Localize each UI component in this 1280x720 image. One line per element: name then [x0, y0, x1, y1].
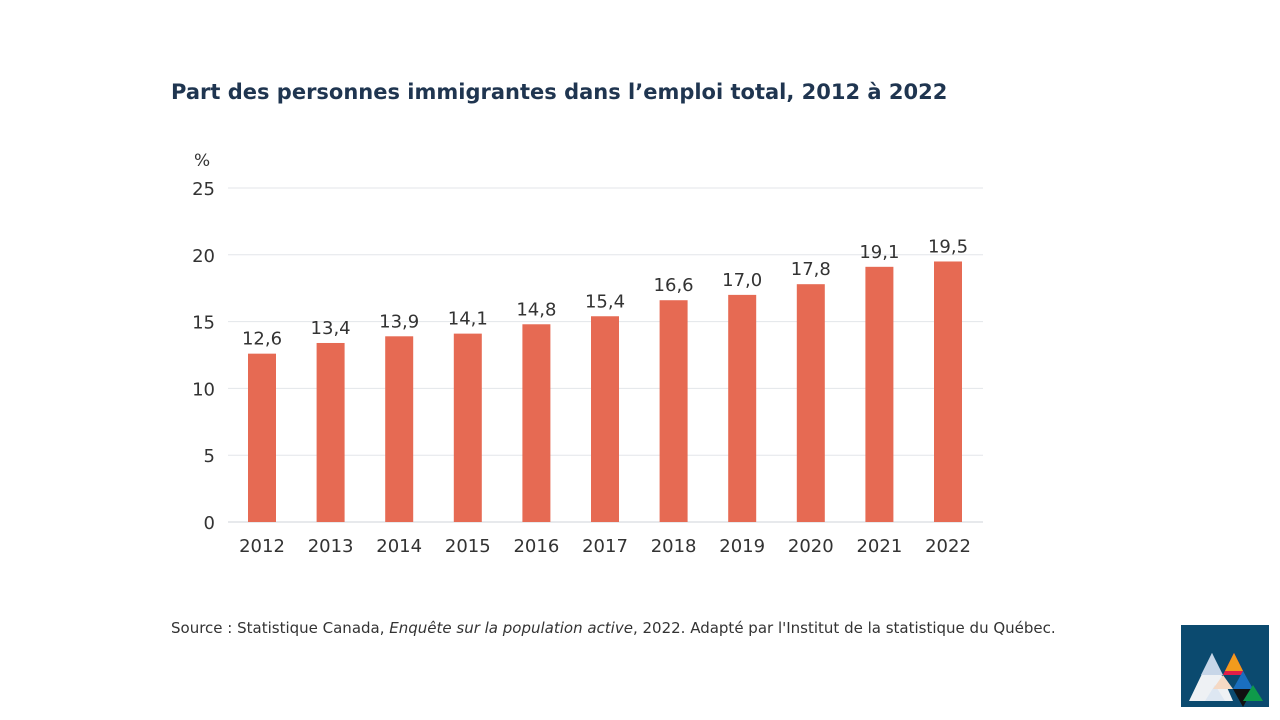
x-tick-label: 2013 — [308, 536, 354, 557]
y-axis-unit: % — [194, 151, 210, 171]
data-label: 19,5 — [928, 236, 968, 257]
y-tick-label: 25 — [192, 179, 215, 200]
y-tick-label: 20 — [192, 246, 215, 267]
x-tick-label: 2017 — [582, 536, 628, 557]
institut-statistique-quebec-logo — [1181, 625, 1269, 707]
data-label: 12,6 — [242, 329, 282, 350]
bar — [728, 294, 757, 522]
x-tick-label: 2019 — [719, 536, 765, 557]
chart-title: Part des personnes immigrantes dans l’em… — [171, 80, 948, 104]
source-note: Source : Statistique Canada, Enquête sur… — [171, 619, 1056, 637]
source-survey: Enquête sur la population active — [389, 619, 633, 637]
x-tick-label: 2020 — [788, 536, 834, 557]
x-tick-label: 2016 — [513, 536, 559, 557]
data-label: 19,1 — [859, 242, 899, 263]
x-tick-label: 2022 — [925, 536, 971, 557]
data-label: 15,4 — [585, 291, 625, 312]
data-label: 14,1 — [448, 309, 488, 330]
x-tick-label: 2014 — [376, 536, 422, 557]
y-tick-label: 0 — [204, 513, 215, 534]
bar — [385, 336, 414, 522]
bar — [248, 353, 276, 522]
bar-chart: % 0 5 10 15 20 25 12,6 2012 13,4 2013 13,9 2014 14,1 2… — [192, 151, 983, 557]
data-label: 17,8 — [791, 259, 831, 280]
y-tick-label: 15 — [192, 313, 215, 334]
x-tick-label: 2021 — [856, 536, 902, 557]
data-label: 13,4 — [311, 318, 351, 339]
x-tick-label: 2012 — [239, 536, 285, 557]
x-tick-label: 2015 — [445, 536, 491, 557]
data-label: 13,9 — [379, 311, 419, 332]
y-tick-label: 10 — [192, 379, 215, 400]
bar — [591, 316, 619, 522]
bar — [316, 342, 345, 522]
data-label: 16,6 — [654, 275, 694, 296]
source-suffix: , 2022. Adapté par l'Institut de la stat… — [632, 619, 1056, 637]
data-label: 14,8 — [516, 299, 556, 320]
source-prefix: Source : Statistique Canada, — [171, 619, 390, 637]
bar — [659, 300, 688, 522]
bar — [796, 284, 825, 522]
bar — [522, 324, 551, 522]
data-label: 17,0 — [722, 270, 762, 291]
bar — [453, 333, 482, 522]
x-tick-label: 2018 — [651, 536, 697, 557]
bar — [934, 261, 962, 522]
bar — [865, 266, 894, 522]
y-tick-label: 5 — [204, 446, 215, 467]
